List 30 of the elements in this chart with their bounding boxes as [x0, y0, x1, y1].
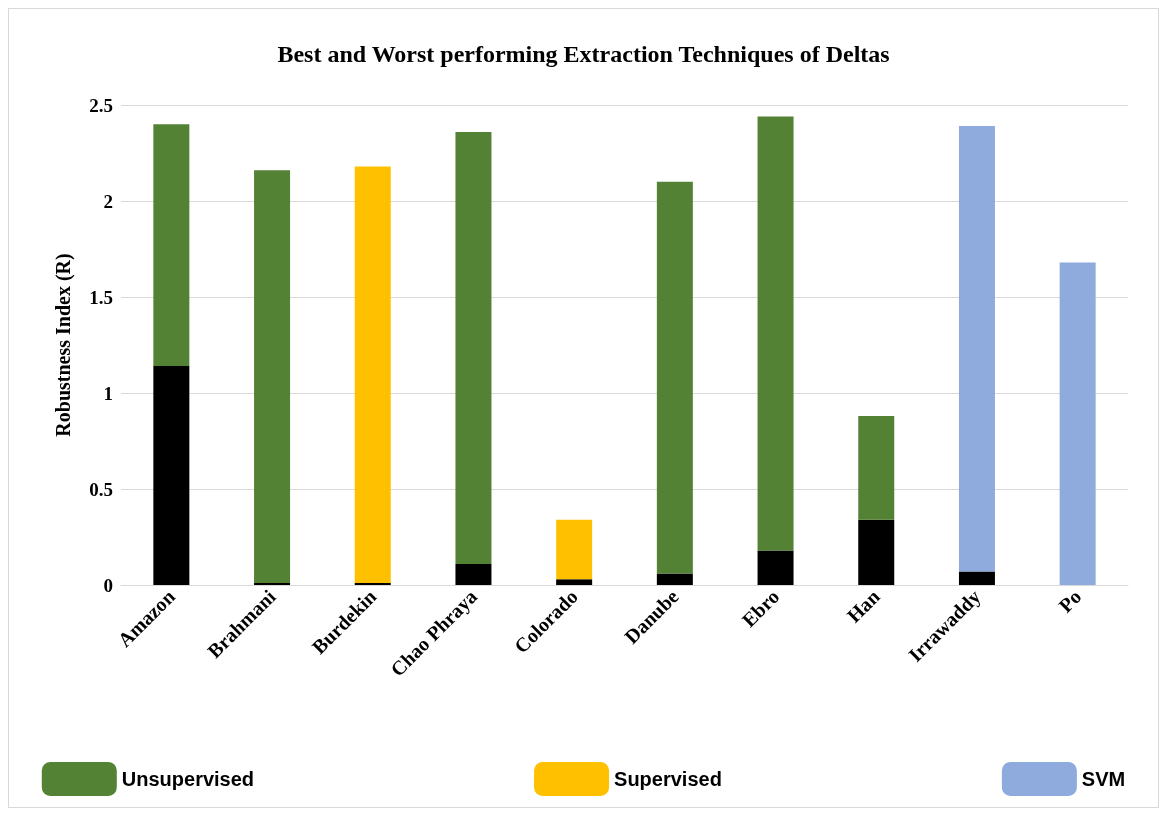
bar	[455, 131, 492, 564]
y-tick-label: 2	[103, 190, 113, 212]
bar	[254, 170, 291, 584]
legend-label: Supervised	[614, 768, 722, 790]
bar	[354, 166, 391, 584]
bar	[958, 571, 995, 585]
bar	[656, 181, 693, 574]
bar	[656, 573, 693, 585]
bar	[153, 366, 190, 585]
y-tick-label: 0	[103, 574, 113, 596]
chart-title: Best and Worst performing Extraction Techniques of Deltas	[277, 41, 890, 67]
bar	[958, 126, 995, 572]
y-tick-label: 0.5	[89, 478, 113, 500]
legend-label: Unsupervised	[121, 768, 255, 790]
bar	[858, 519, 895, 585]
x-tick-label: Han	[842, 585, 885, 627]
bar	[556, 519, 593, 580]
bar	[556, 579, 593, 585]
bar	[153, 124, 190, 367]
bar	[858, 416, 895, 520]
y-tick-label: 1	[103, 382, 113, 404]
bar	[757, 550, 794, 585]
y-tick-label: 1.5	[89, 286, 113, 308]
bar	[1059, 262, 1096, 585]
y-tick-label: 2.5	[89, 94, 113, 116]
y-axis-title: Robustness Index (R)	[52, 253, 75, 437]
legend-label: SVM	[1081, 768, 1126, 790]
bar	[455, 563, 492, 585]
bar	[757, 116, 794, 551]
x-tick-label: Po	[1054, 585, 1086, 617]
